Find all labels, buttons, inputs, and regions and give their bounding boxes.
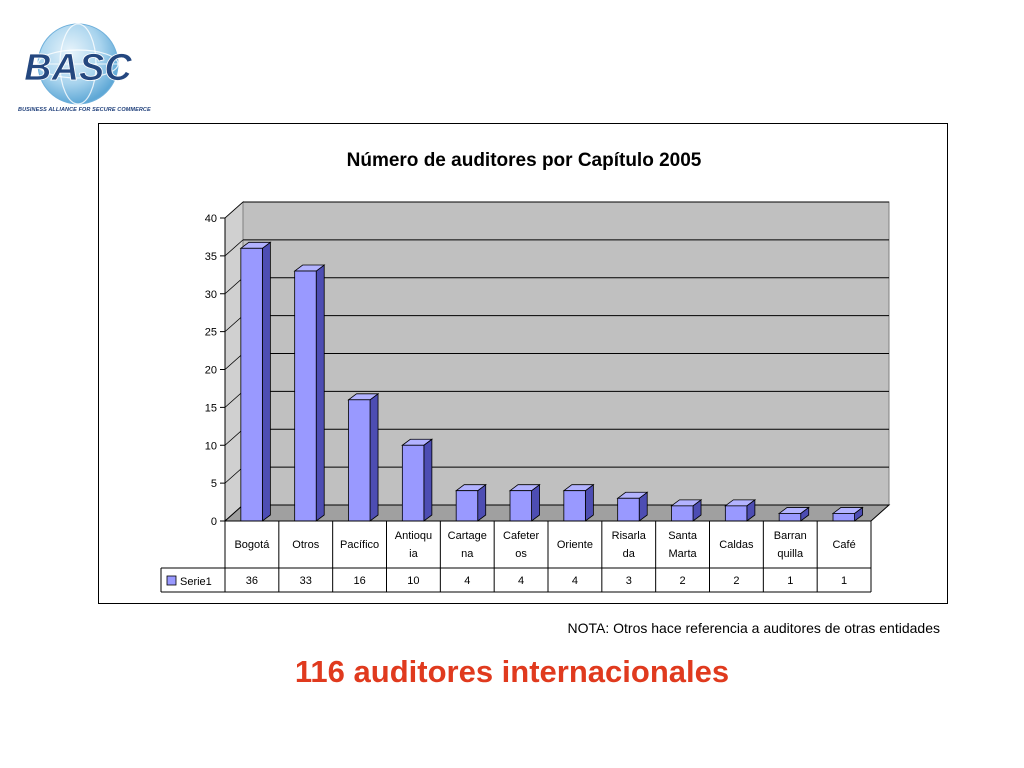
y-tick-label: 30 xyxy=(205,289,217,301)
category-label: da xyxy=(623,548,636,560)
bar xyxy=(240,247,263,522)
bar-side xyxy=(423,438,433,522)
headline: 116 auditores internacionales xyxy=(294,654,730,689)
bar xyxy=(294,270,317,522)
gridline-side xyxy=(224,239,244,257)
bar xyxy=(617,497,640,522)
gridline-side xyxy=(224,353,244,370)
y-tick-label: 35 xyxy=(205,251,217,263)
basc-logo: BASC xyxy=(24,23,133,105)
category-label: Otros xyxy=(292,539,319,551)
gridline-side xyxy=(224,428,244,446)
category-label: Café xyxy=(832,539,855,551)
y-tick-label: 20 xyxy=(205,365,217,377)
category-label: Pacífico xyxy=(340,539,379,551)
legend-swatch xyxy=(166,575,177,586)
bar-chart: Número de auditores por Capítulo 2005 0 5 1… xyxy=(160,150,891,593)
y-tick-label: 25 xyxy=(205,327,217,339)
data-value-label: 36 xyxy=(246,575,258,587)
category-label: Barran xyxy=(774,530,807,542)
bar xyxy=(509,490,532,522)
gridline-side xyxy=(224,315,244,332)
category-label: Risarla xyxy=(612,530,647,542)
data-value-label: 16 xyxy=(353,575,365,587)
y-tick-label: 15 xyxy=(205,402,217,414)
data-value-label: 33 xyxy=(300,575,312,587)
category-label: Santa xyxy=(668,530,698,542)
category-label: na xyxy=(461,548,474,560)
category-label: Cartage xyxy=(448,530,487,542)
bar xyxy=(671,505,694,522)
category-label: os xyxy=(515,548,527,560)
y-tick-label: 40 xyxy=(205,213,217,225)
bar xyxy=(455,490,479,522)
gridline-side xyxy=(224,466,244,484)
category-label: Oriente xyxy=(557,539,593,551)
bar xyxy=(724,505,748,522)
bar xyxy=(778,513,802,522)
bar xyxy=(401,444,425,522)
data-value-label: 4 xyxy=(572,575,578,587)
footnote: NOTA: Otros hace referencia a auditores … xyxy=(567,620,941,636)
bar xyxy=(563,490,586,522)
data-value-label: 4 xyxy=(518,575,524,587)
category-label: Cafeter xyxy=(503,530,539,542)
gridline-side xyxy=(224,391,244,408)
legend-label: Serie1 xyxy=(180,576,212,588)
bar xyxy=(348,399,371,522)
gridline-side xyxy=(224,201,244,219)
data-value-label: 2 xyxy=(733,575,739,587)
data-value-label: 3 xyxy=(626,575,632,587)
chart-frame: Número de auditores por Capítulo 2005 0 5 1… xyxy=(98,123,948,604)
category-label: Antioqu xyxy=(395,530,432,542)
category-label: quilla xyxy=(777,548,804,560)
category-label: Bogotá xyxy=(234,539,270,551)
y-tick-label: 10 xyxy=(205,440,217,452)
bar-side xyxy=(315,264,325,522)
gridline-side xyxy=(224,277,244,295)
y-tick-label: 5 xyxy=(211,478,217,490)
category-label: Marta xyxy=(669,548,698,560)
logo-tagline: BUSINESS ALLIANCE FOR SECURE COMMERCE xyxy=(18,107,151,113)
bar xyxy=(832,513,855,522)
chart-title: Número de auditores por Capítulo 2005 xyxy=(347,150,702,171)
logo-text: BASC xyxy=(24,47,132,89)
category-label: ia xyxy=(409,548,418,560)
bar-side xyxy=(261,241,271,522)
y-tick-label: 0 xyxy=(211,516,217,528)
category-label: Caldas xyxy=(719,539,754,551)
data-value-label: 2 xyxy=(680,575,686,587)
bar-side xyxy=(369,392,379,522)
data-value-label: 1 xyxy=(787,575,793,587)
data-value-label: 1 xyxy=(841,575,847,587)
data-value-label: 10 xyxy=(407,575,419,587)
data-value-label: 4 xyxy=(464,575,470,587)
